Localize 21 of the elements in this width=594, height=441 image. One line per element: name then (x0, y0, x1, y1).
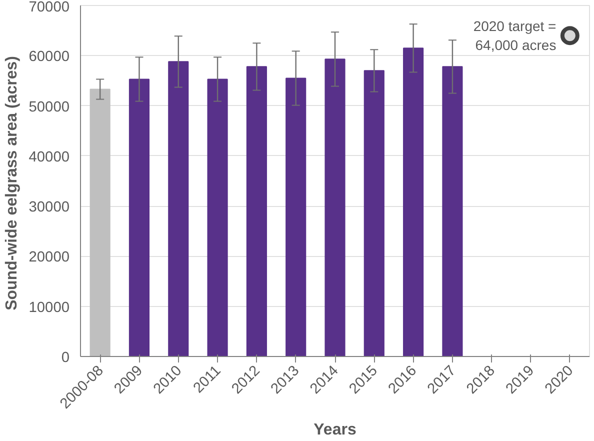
x-axis-title: Years (314, 421, 356, 438)
y-tick-label: 40000 (28, 149, 70, 166)
bar (286, 78, 306, 356)
bar (90, 88, 110, 356)
y-tick-label: 50000 (28, 99, 70, 116)
bar (246, 66, 267, 356)
annotation: 2020 target = 64,000 acres (473, 18, 556, 54)
bar (364, 70, 384, 356)
y-axis-title: Sound-wide eelgrass area (acres) (4, 56, 21, 310)
bar (324, 58, 346, 356)
y-tick-label: 10000 (28, 300, 70, 316)
y-tick-label: 70000 (28, 0, 70, 16)
y-tick-label: 20000 (28, 250, 70, 266)
y-tick-label: 60000 (28, 49, 70, 66)
y-tick-label: 30000 (28, 200, 70, 216)
bar (442, 66, 463, 356)
bar (168, 61, 189, 356)
bar (128, 78, 150, 356)
y-tick-label: 0 (61, 350, 70, 366)
bar (403, 48, 424, 356)
bar (207, 78, 228, 356)
